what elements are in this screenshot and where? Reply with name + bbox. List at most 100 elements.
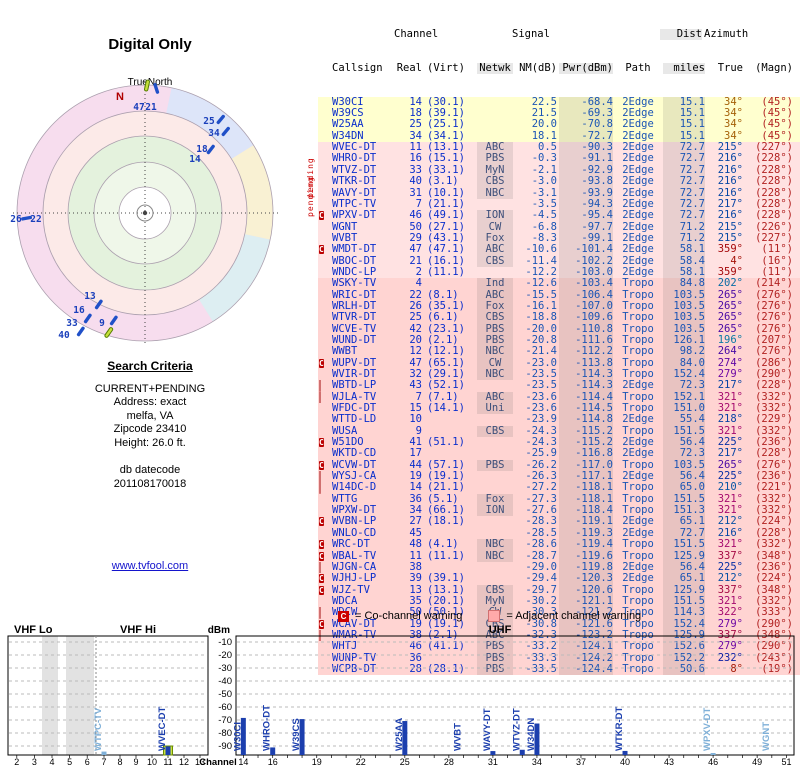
cell-path: 2Edge (622, 573, 654, 585)
cell-miles: 151.5 (663, 493, 705, 506)
cell-call: WCVE-TV (332, 323, 377, 335)
cell-path: Tropo (622, 459, 654, 471)
cell-virt: (30.1) (427, 96, 465, 108)
cell-real: 19 (409, 618, 422, 630)
cell-real: 10 (409, 414, 422, 426)
polar-station-marker (76, 326, 85, 337)
cell-call: WRLH-DT (332, 300, 377, 312)
table-row: WFDC-DT 15 (14.1) Uni -23.6 -114.5 Tropo 151.0 3… (318, 403, 800, 415)
cell-pwr: -118.1 (559, 493, 613, 506)
cell-net: CBS (477, 176, 513, 188)
table-row: WVIR-DT 32 (29.1) NBC -23.5 -114.3 Tropo 152.4 2… (318, 369, 800, 381)
cell-miles: 125.9 (663, 550, 705, 562)
table-row: WVBT 29 (43.1) Fox -8.3 -99.1 2Edge 71.2 215° (22… (318, 232, 800, 245)
cell-pwr: -99.1 (559, 232, 613, 245)
cell-pwr: -103.0 (559, 266, 613, 279)
polar-channel-label: 9 (99, 318, 105, 329)
cell-true: 202° (717, 278, 743, 290)
dbm-tick: -30 (218, 663, 232, 674)
channel-tick: 10 (147, 757, 157, 767)
cell-nm: -30.2 (525, 595, 557, 607)
cell-magn: (276°) (755, 300, 793, 312)
cell-magn: (11°) (761, 266, 793, 278)
cell-virt: (19.1) (427, 471, 465, 483)
pending-marker: pending (306, 176, 315, 217)
cell-nm: -27.6 (525, 505, 557, 517)
signal-bar-label: WHRO-DT (262, 705, 273, 751)
cell-pwr: -114.3 (559, 380, 613, 392)
cell-miles: 103.5 (663, 323, 705, 335)
cell-miles: 152.4 (663, 369, 705, 381)
cell-path: 2Edge (622, 130, 654, 142)
table-row: WHRO-DT 16 (15.1) PBS -0.3 -91.1 2Edge 72.7 216°… (318, 153, 800, 165)
table-row: WJGN-CA 38 -29.0 -119.8 2Edge 56.4 225° (236°) (318, 561, 800, 574)
cell-nm: -33.3 (525, 652, 557, 664)
table-row: C WBAL-TV 11 (11.1) NBC -28.7 -119.6 Tropo 125.9… (318, 550, 800, 562)
cell-miles: 15.1 (663, 108, 705, 120)
cell-magn: (332°) (755, 505, 793, 517)
cell-nm: -33.5 (525, 663, 557, 675)
co-channel-warning-icon: C (319, 540, 324, 550)
cell-path: Tropo (622, 584, 654, 596)
col-netwk: Netwk (477, 62, 513, 75)
cell-true: 216° (717, 164, 743, 176)
cell-miles: 56.4 (663, 471, 705, 483)
cell-true: 215° (717, 232, 743, 244)
cell-path: 2Edge (622, 448, 654, 460)
cell-path: Tropo (622, 289, 654, 301)
signal-bar (165, 746, 171, 755)
cell-call: WCAV-DT (332, 618, 377, 630)
cell-pwr: -120.3 (559, 573, 613, 585)
cell-miles: 126.1 (663, 334, 705, 347)
group-channel: Channel (394, 28, 439, 40)
cell-true: 279° (717, 618, 743, 630)
cell-true: 265° (717, 459, 743, 471)
signal-bar (622, 750, 628, 755)
cell-true: 264° (717, 346, 743, 358)
cell-pwr: -116.8 (559, 448, 613, 460)
cell-net: PBS (477, 652, 513, 664)
cell-path: Tropo (622, 550, 654, 562)
cell-path: Tropo (622, 346, 654, 358)
cell-virt: (49.1) (427, 210, 465, 222)
cell-net: CW (477, 221, 513, 233)
cell-call: WJGN-CA (332, 561, 377, 573)
cell-path: 2Edge (622, 96, 654, 108)
cell-nm: -0.3 (531, 153, 557, 165)
cell-true: 337° (717, 550, 743, 562)
cell-path: Tropo (622, 629, 654, 641)
adjacent-channel-warning-icon (319, 561, 321, 574)
table-row: C WJZ-TV 13 (13.1) CBS -29.7 -120.6 Tropo 125.9 3… (318, 584, 800, 596)
cell-miles: 72.3 (663, 448, 705, 460)
cell-true: 34° (724, 119, 743, 131)
cell-pwr: -101.4 (559, 244, 613, 256)
channel-tick: 12 (179, 757, 189, 767)
table-column-header: Callsign Real (Virt) Netwk NM(dB) Pwr(dB… (318, 62, 800, 75)
cell-call: WJHJ-LP (332, 573, 377, 585)
channel-tick: 5 (67, 757, 72, 767)
cell-virt: (13.1) (427, 142, 465, 154)
cell-pwr: -111.6 (559, 334, 613, 347)
table-group-header: Channel Signal Dist Azimuth (318, 28, 800, 41)
criteria-line: CURRENT+PENDING (94, 382, 206, 395)
signal-bar (519, 749, 525, 755)
cell-magn: (16°) (761, 255, 793, 267)
polar-channel-label: 40 (58, 330, 70, 341)
cell-net: PBS (477, 323, 513, 335)
cell-true: 322° (717, 607, 743, 619)
cell-pwr: -106.4 (559, 289, 613, 301)
cell-nm: -3.5 (531, 198, 557, 210)
tvfool-link[interactable]: www.tvfool.com (111, 560, 189, 572)
signal-bar-label: W30CI (232, 722, 243, 751)
cell-path: 2Edge (622, 176, 654, 188)
cell-nm: -20.8 (525, 334, 557, 346)
polar-channel-label: 18 (196, 144, 208, 155)
cell-nm: -29.0 (525, 561, 557, 573)
cell-path: Tropo (622, 425, 654, 437)
col-pwr: Pwr(dBm) (559, 62, 613, 75)
cell-miles: 15.1 (663, 130, 705, 143)
table-row: WTPC-TV 7 (21.1) -3.5 -94.3 2Edge 72.7 217° (228… (318, 198, 800, 211)
cell-real: 7 (415, 198, 422, 210)
cell-call: WHRO-DT (332, 153, 377, 165)
cell-nm: 0.5 (538, 142, 557, 154)
